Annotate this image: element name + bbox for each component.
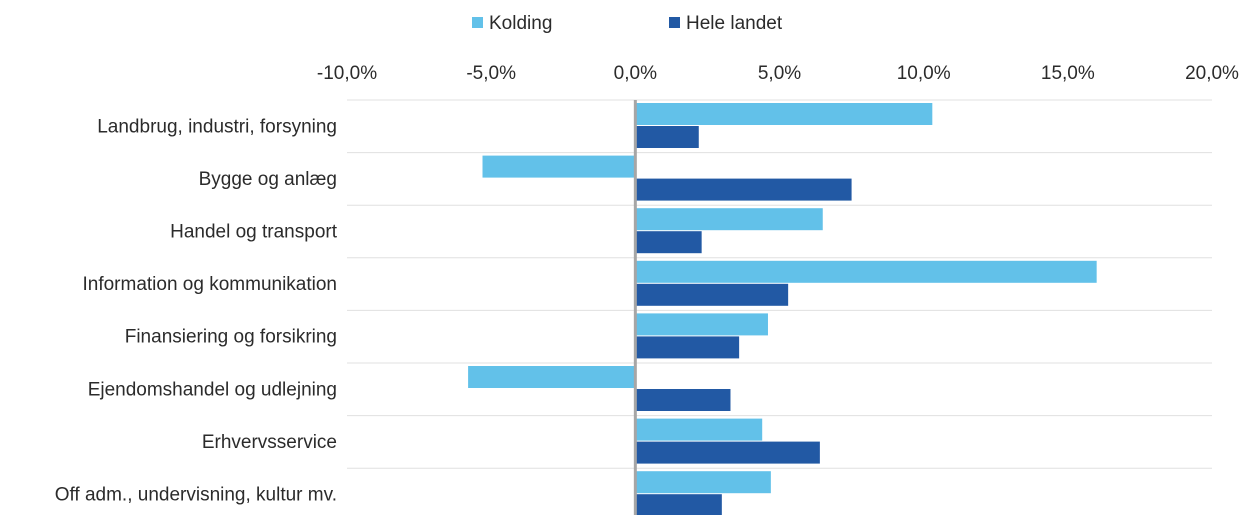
legend-label-kolding: Kolding — [489, 13, 552, 34]
bar-hele-landet-erhvervsservice — [635, 441, 820, 464]
category-label-information-og-kommunikation: Information og kommunikation — [82, 274, 337, 295]
bar-hele-landet-ejendomshandel-og-udlejning — [635, 389, 731, 411]
bar-hele-landet-bygge-og-anlæg — [635, 178, 852, 201]
category-label-landbrug-industri-forsyning: Landbrug, industri, forsyning — [97, 116, 337, 137]
bar-kolding-information-og-kommunikation — [635, 260, 1097, 283]
bar-kolding-off-adm-undervisning-kultur-mv — [635, 471, 771, 494]
category-label-handel-og-transport: Handel og transport — [170, 222, 338, 243]
bar-kolding-handel-og-transport — [635, 208, 823, 231]
x-tick-label: -5,0% — [466, 63, 516, 84]
x-tick-label: 0,0% — [614, 63, 657, 84]
bar-hele-landet-landbrug-industri-forsyning — [635, 126, 699, 148]
bar-hele-landet-information-og-kommunikation — [635, 283, 789, 306]
bars — [468, 100, 1097, 517]
bar-hele-landet-off-adm-undervisning-kultur-mv — [635, 494, 722, 517]
x-tick-label: 15,0% — [1041, 63, 1095, 84]
x-tick-label: 10,0% — [897, 63, 951, 84]
x-tick-label: 5,0% — [758, 63, 801, 84]
category-label-ejendomshandel-og-udlejning: Ejendomshandel og udlejning — [88, 379, 337, 400]
bar-kolding-erhvervsservice — [635, 418, 763, 441]
legend-label-hele-landet: Hele landet — [686, 13, 783, 34]
bar-kolding-finansiering-og-forsikring — [635, 313, 768, 336]
legend: Kolding Hele landet — [472, 13, 783, 34]
x-axis: -10,0% -5,0% 0,0% 5,0% 10,0% 15,0% 20,0% — [317, 63, 1239, 84]
category-label-bygge-og-anlæg: Bygge og anlæg — [199, 169, 337, 190]
bar-hele-landet-handel-og-transport — [635, 231, 702, 254]
bar-kolding-bygge-og-anlæg — [482, 155, 636, 178]
bar-kolding-ejendomshandel-og-udlejning — [468, 366, 636, 388]
bar-hele-landet-finansiering-og-forsikring — [635, 336, 740, 359]
legend-swatch-hele-landet — [669, 17, 680, 28]
x-tick-label: 20,0% — [1185, 63, 1239, 84]
category-label-finansiering-og-forsikring: Finansiering og forsikring — [125, 327, 337, 348]
x-tick-label: -10,0% — [317, 63, 377, 84]
category-label-off-adm-undervisning-kultur-mv: Off adm., undervisning, kultur mv. — [55, 485, 337, 506]
legend-swatch-kolding — [472, 17, 483, 28]
bar-kolding-landbrug-industri-forsyning — [635, 103, 933, 125]
category-label-erhvervsservice: Erhvervsservice — [202, 432, 337, 453]
category-labels: Landbrug, industri, forsyning Bygge og an… — [55, 116, 338, 505]
gridlines — [347, 99, 1212, 469]
